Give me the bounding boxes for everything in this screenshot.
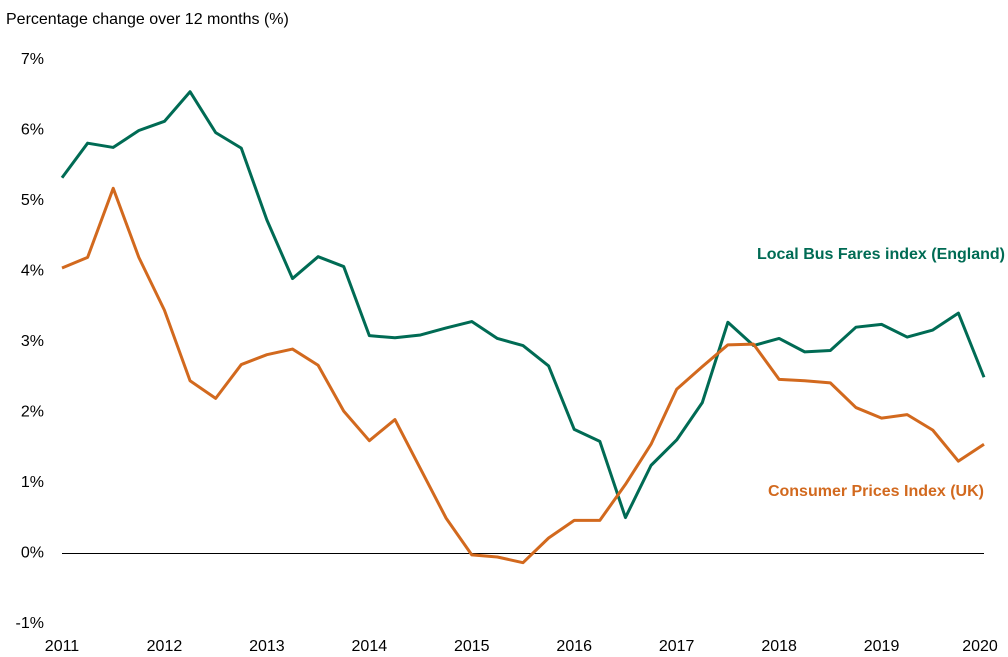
x-tick-label: 2012 bbox=[147, 638, 183, 655]
legend-label: Local Bus Fares index (England) bbox=[757, 246, 1005, 263]
x-tick-label: 2015 bbox=[454, 638, 490, 655]
y-tick-label: 6% bbox=[21, 122, 44, 139]
y-axis-title: Percentage change over 12 months (%) bbox=[6, 11, 289, 28]
y-tick-label: 4% bbox=[21, 263, 44, 280]
x-tick-label: 2020 bbox=[962, 638, 998, 655]
y-tick-label: 7% bbox=[21, 51, 44, 68]
y-tick-label: 1% bbox=[21, 474, 44, 491]
y-tick-label: 3% bbox=[21, 333, 44, 350]
x-tick-label: 2019 bbox=[864, 638, 900, 655]
x-tick-label: 2011 bbox=[45, 638, 80, 655]
series-line bbox=[60, 90, 986, 520]
series-line bbox=[61, 186, 985, 565]
x-tick-label: 2014 bbox=[352, 638, 388, 655]
x-tick-label: 2013 bbox=[249, 638, 285, 655]
y-tick-label: 2% bbox=[21, 404, 44, 421]
y-tick-label: -1% bbox=[16, 615, 44, 632]
x-tick-label: 2017 bbox=[659, 638, 695, 655]
y-tick-label: 0% bbox=[21, 545, 44, 562]
legend-label: Consumer Prices Index (UK) bbox=[768, 483, 984, 500]
x-tick-label: 2016 bbox=[556, 638, 592, 655]
x-tick-label: 2018 bbox=[761, 638, 797, 655]
y-tick-label: 5% bbox=[21, 192, 44, 209]
